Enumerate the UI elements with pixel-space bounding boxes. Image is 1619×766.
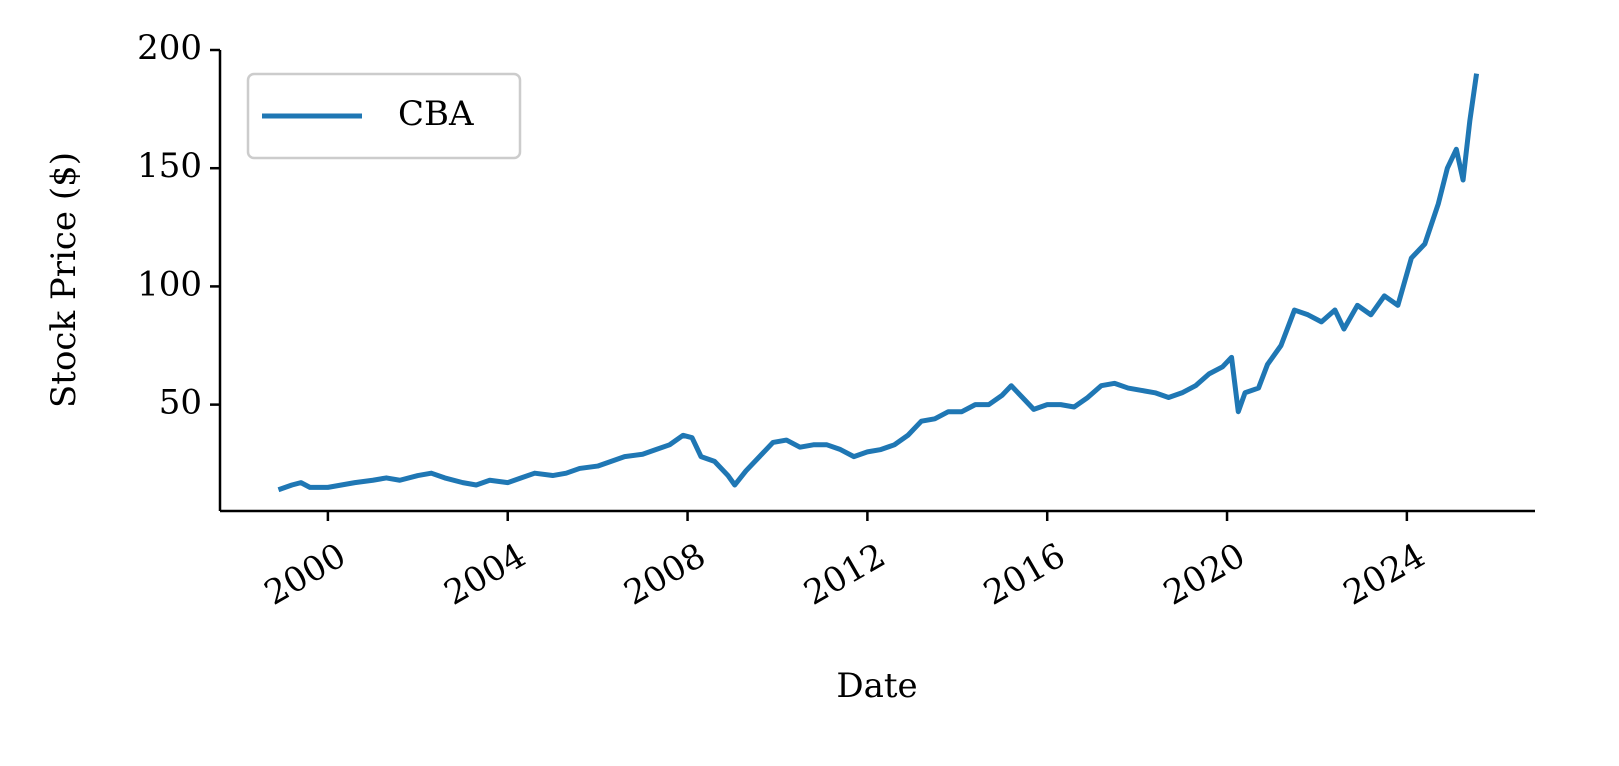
- x-tick-label: 2012: [797, 536, 892, 614]
- x-tick-label: 2004: [438, 536, 533, 614]
- x-tick-label: 2024: [1337, 536, 1432, 614]
- x-tick-label: 2008: [618, 536, 713, 614]
- x-tick-label: 2000: [258, 536, 353, 614]
- y-tick-label: 150: [137, 146, 202, 186]
- line: [277, 73, 1480, 493]
- x-tick-label: 2020: [1157, 536, 1252, 614]
- x-axis-label: Date: [836, 666, 917, 706]
- y-tick-label: 100: [137, 264, 202, 304]
- legend-label: CBA: [398, 94, 474, 134]
- y-tick-label: 200: [137, 28, 202, 68]
- legend-box: [246, 72, 522, 160]
- y-tick-label: 50: [159, 383, 202, 423]
- y-axis-label: Stock Price ($): [44, 152, 84, 408]
- x-tick-label: 2016: [977, 536, 1072, 614]
